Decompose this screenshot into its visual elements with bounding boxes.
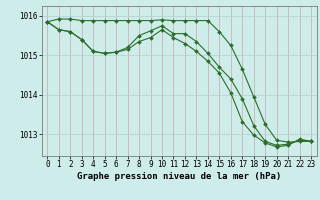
X-axis label: Graphe pression niveau de la mer (hPa): Graphe pression niveau de la mer (hPa): [77, 172, 281, 181]
